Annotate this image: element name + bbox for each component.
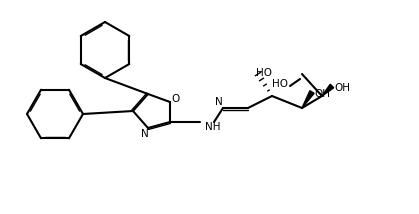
Text: NH: NH [205, 122, 220, 132]
Polygon shape [302, 91, 314, 108]
Text: HO: HO [256, 68, 272, 78]
Polygon shape [322, 84, 334, 96]
Text: OH: OH [334, 83, 350, 93]
Text: N: N [215, 97, 223, 107]
Text: HO: HO [272, 79, 288, 89]
Text: O: O [171, 94, 179, 104]
Text: N: N [141, 129, 149, 139]
Text: OH: OH [314, 89, 330, 99]
